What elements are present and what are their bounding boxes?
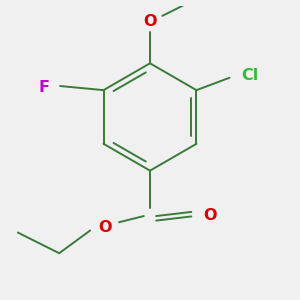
Text: O: O — [143, 14, 157, 29]
Text: F: F — [38, 80, 49, 95]
Text: Cl: Cl — [242, 68, 259, 82]
Text: O: O — [203, 208, 217, 223]
Text: O: O — [98, 220, 111, 236]
